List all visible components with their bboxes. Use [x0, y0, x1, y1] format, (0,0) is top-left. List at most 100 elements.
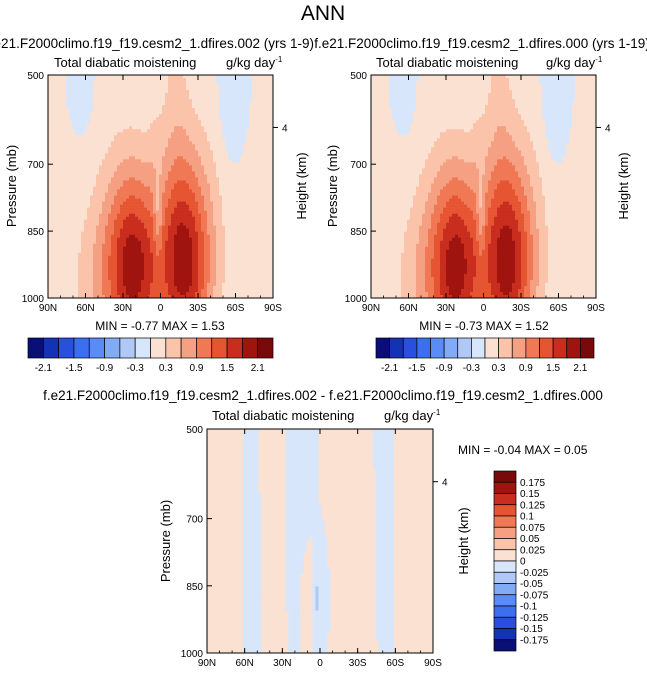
field-cell — [90, 126, 94, 130]
field-cell — [111, 207, 115, 211]
field-cell — [168, 135, 172, 139]
field-cell — [174, 171, 178, 175]
field-cell — [213, 207, 217, 211]
field-cell — [162, 234, 166, 239]
field-cell — [84, 240, 88, 245]
field-cell — [78, 147, 82, 151]
field-cell — [234, 177, 238, 181]
field-cell — [198, 99, 202, 103]
field-cell — [264, 213, 268, 217]
field-cell — [213, 78, 217, 82]
field-cell — [147, 225, 151, 229]
field-cell — [48, 195, 52, 199]
field-cell — [102, 96, 106, 100]
field-cell — [237, 198, 241, 202]
field-cell — [177, 246, 181, 251]
field-cell — [135, 165, 139, 169]
field-cell — [255, 237, 259, 242]
field-cell — [165, 81, 169, 85]
field-cell — [240, 174, 244, 178]
field-cell — [135, 138, 139, 142]
field-cell — [123, 171, 127, 175]
field-cell — [180, 249, 184, 254]
field-cell — [216, 207, 220, 211]
field-cell — [156, 171, 160, 175]
field-cell — [258, 270, 262, 275]
field-cell — [240, 102, 244, 106]
field-cell — [216, 204, 220, 208]
field-cell — [126, 267, 130, 272]
field-cell — [105, 204, 109, 208]
field-cell — [225, 234, 229, 239]
field-cell — [54, 150, 58, 154]
field-cell — [252, 78, 256, 82]
field-cell — [84, 141, 88, 145]
field-cell — [135, 231, 139, 236]
field-cell — [240, 165, 244, 169]
field-cell — [168, 93, 172, 97]
field-cell — [252, 255, 256, 260]
field-cell — [120, 213, 124, 217]
field-cell — [168, 84, 172, 88]
field-cell — [162, 252, 166, 257]
field-cell — [60, 117, 64, 121]
field-cell — [231, 255, 235, 260]
field-cell — [63, 264, 67, 269]
field-cell — [192, 177, 196, 181]
field-cell — [201, 270, 205, 275]
field-cell — [57, 198, 61, 202]
field-cell — [63, 78, 67, 82]
field-cell — [180, 108, 184, 112]
field-cell — [93, 132, 97, 136]
field-cell — [108, 120, 112, 124]
field-cell — [210, 126, 214, 130]
field-cell — [195, 141, 199, 145]
field-cell — [57, 75, 61, 79]
field-cell — [93, 189, 97, 193]
field-cell — [225, 138, 229, 142]
field-cell — [150, 84, 154, 88]
field-cell — [198, 153, 202, 157]
field-cell — [225, 264, 229, 269]
field-cell — [117, 225, 121, 229]
field-cell — [153, 231, 157, 236]
field-cell — [132, 273, 136, 278]
field-cell — [93, 75, 97, 79]
field-cell — [69, 177, 73, 181]
field-cell — [228, 261, 232, 266]
field-cell — [195, 111, 199, 115]
field-cell — [165, 168, 169, 172]
field-cell — [141, 93, 145, 97]
field-cell — [126, 252, 130, 257]
field-cell — [222, 201, 226, 205]
field-cell — [174, 264, 178, 269]
field-cell — [201, 114, 205, 118]
field-cell — [153, 213, 157, 217]
field-cell — [153, 147, 157, 151]
field-cell — [99, 141, 103, 145]
field-cell — [48, 174, 52, 178]
field-cell — [201, 87, 205, 91]
field-cell — [138, 234, 142, 239]
field-cell — [162, 192, 166, 196]
field-cell — [132, 234, 136, 239]
field-cell — [267, 261, 271, 266]
field-cell — [168, 219, 172, 223]
field-cell — [261, 249, 265, 254]
field-cell — [129, 99, 133, 103]
field-cell — [258, 111, 262, 115]
field-cell — [231, 129, 235, 133]
field-cell — [114, 78, 118, 82]
field-cell — [135, 261, 139, 266]
field-cell — [225, 150, 229, 154]
field-cell — [222, 267, 226, 272]
field-cell — [48, 258, 52, 263]
field-cell — [93, 240, 97, 245]
field-cell — [165, 108, 169, 112]
field-cell — [246, 123, 250, 127]
field-cell — [168, 258, 172, 263]
field-cell — [174, 105, 178, 109]
field-cell — [228, 75, 232, 79]
field-cell — [228, 204, 232, 208]
field-cell — [147, 93, 151, 97]
